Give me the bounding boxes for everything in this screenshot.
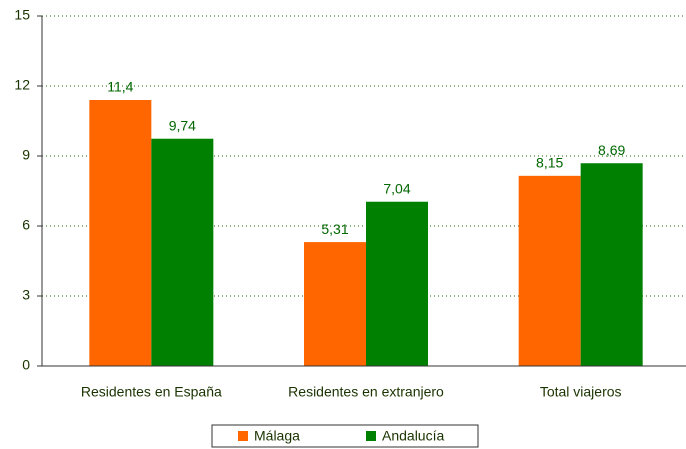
bar [580, 163, 643, 366]
bar [89, 100, 152, 366]
value-label: 7,04 [383, 180, 410, 196]
x-tick-label: Total viajeros [540, 384, 622, 400]
y-tick-label: 15 [14, 7, 30, 23]
legend-label: Málaga [254, 428, 300, 444]
legend-swatch [366, 431, 376, 441]
value-label: 9,74 [169, 117, 196, 133]
x-tick-label: Residentes en España [81, 384, 222, 400]
legend-label: Andalucía [382, 428, 444, 444]
y-tick-label: 9 [22, 147, 30, 163]
y-tick-label: 12 [14, 77, 30, 93]
legend-box [211, 424, 479, 448]
bar [151, 138, 214, 366]
x-tick-label: Residentes en extranjero [288, 384, 444, 400]
y-tick-label: 6 [22, 217, 30, 233]
bar [304, 242, 366, 366]
value-label: 8,15 [536, 155, 563, 171]
value-label: 8,69 [598, 142, 625, 158]
bar [518, 175, 581, 366]
value-label: 11,4 [107, 79, 133, 95]
legend-swatch [238, 431, 248, 441]
y-tick-label: 3 [22, 287, 30, 303]
bar [366, 201, 428, 366]
y-tick-label: 0 [22, 357, 30, 373]
value-label: 5,31 [321, 221, 348, 237]
